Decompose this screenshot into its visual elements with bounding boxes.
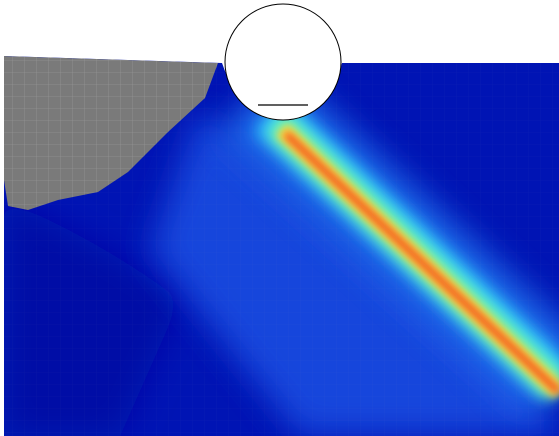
screenshot bbox=[0, 0, 559, 436]
indenter bbox=[225, 4, 341, 120]
contour-plot bbox=[0, 0, 559, 436]
